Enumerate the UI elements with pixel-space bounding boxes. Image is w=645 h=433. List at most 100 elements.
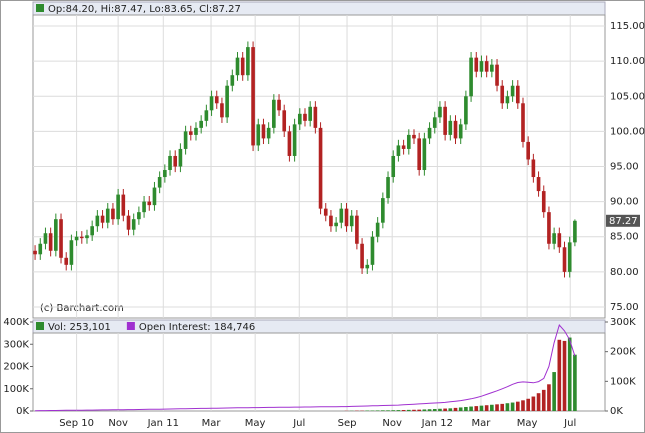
- y-tick-label: 90.00: [610, 197, 639, 208]
- y-tick-label: 400K: [3, 317, 29, 328]
- candle-body: [126, 215, 131, 230]
- candle-body: [194, 127, 198, 135]
- candle-body: [131, 219, 136, 230]
- candle-body: [567, 242, 572, 272]
- candle-body: [422, 138, 427, 171]
- candle-body: [292, 124, 297, 156]
- candle-body: [272, 99, 276, 128]
- candle-body: [365, 264, 370, 269]
- volume-bar: [536, 393, 541, 411]
- candle-body: [137, 212, 141, 220]
- volume-bar: [417, 409, 421, 411]
- volume-bar: [469, 406, 473, 411]
- candle-body: [500, 85, 505, 104]
- x-tick-label: Jan 12: [421, 418, 453, 429]
- volume-bar: [521, 400, 525, 411]
- candle-body: [90, 226, 94, 236]
- y-tick-label: 75.00: [610, 302, 639, 313]
- y-tick-label: 95.00: [610, 162, 639, 173]
- x-tick-label: May: [245, 418, 266, 429]
- candle-body: [505, 96, 510, 104]
- candle-body: [427, 127, 432, 139]
- candle-body: [79, 236, 84, 239]
- volume-bar: [474, 406, 479, 411]
- candle-body: [48, 233, 53, 251]
- x-tick-label: Jul: [292, 418, 305, 429]
- x-tick-label: Sep 10: [59, 418, 94, 429]
- candle-body: [515, 85, 520, 104]
- candle-body: [121, 194, 126, 216]
- candle-body: [406, 134, 411, 149]
- volume-bar: [375, 410, 380, 411]
- candle-body: [183, 131, 188, 149]
- y-tick-label: 100K: [3, 384, 29, 395]
- candle-body: [220, 103, 224, 118]
- candle-body: [168, 155, 172, 171]
- candle-body: [557, 233, 562, 248]
- candle-body: [69, 240, 74, 265]
- volume-bar: [484, 405, 489, 411]
- candle-body: [188, 131, 193, 135]
- volume-bar: [531, 396, 536, 411]
- candle-body: [33, 250, 37, 255]
- volume-bar: [490, 404, 494, 411]
- candle-body: [308, 106, 312, 121]
- price-legend: Op:84.20, Hi:87.47, Lo:83.65, Cl:87.27: [48, 4, 241, 15]
- candle-body: [178, 148, 183, 167]
- x-tick-label: Sep: [338, 418, 357, 429]
- candle-body: [510, 85, 515, 97]
- candle-body: [541, 191, 546, 213]
- candle-body: [251, 47, 255, 146]
- candle-body: [225, 85, 229, 118]
- candle-body: [230, 75, 235, 86]
- candle-body: [214, 96, 219, 104]
- candle-body: [438, 106, 442, 118]
- candle-body: [74, 236, 79, 241]
- candle-body: [303, 113, 307, 121]
- legend-swatch: [36, 322, 44, 330]
- candle-body: [432, 117, 437, 128]
- candle-body: [469, 57, 473, 97]
- volume-bar: [562, 340, 567, 411]
- candle-body: [479, 61, 484, 72]
- volume-bar: [567, 337, 572, 411]
- candle-body: [313, 106, 318, 128]
- volume-bar: [505, 403, 510, 411]
- volume-bar: [396, 410, 401, 411]
- candle-body: [349, 215, 354, 227]
- candle-body: [443, 106, 447, 135]
- candle-body: [282, 110, 287, 132]
- legend-strip: [32, 319, 606, 334]
- candle-body: [266, 127, 271, 139]
- candle-body: [157, 177, 162, 188]
- legend-label: Open Interest: 184,746: [139, 322, 255, 333]
- x-tick-label: Mar: [472, 418, 492, 429]
- candle-body: [95, 215, 100, 227]
- candle-body: [100, 215, 105, 223]
- volume-bar: [495, 404, 499, 411]
- y-tick-label: 200K: [3, 362, 29, 373]
- volume-bar: [573, 354, 577, 411]
- candle-body: [573, 220, 577, 243]
- candle-body: [105, 208, 110, 223]
- x-tick-label: Nov: [382, 418, 402, 429]
- legend-label: Vol: 253,101: [48, 322, 111, 333]
- candle-body: [547, 212, 551, 244]
- volume-bar: [427, 409, 432, 411]
- x-tick-label: Jan 11: [147, 418, 179, 429]
- candle-body: [277, 99, 281, 111]
- candle-body: [386, 177, 390, 199]
- candle-body: [344, 208, 349, 227]
- candle-body: [495, 64, 499, 86]
- candle-body: [552, 233, 556, 244]
- volume-panel: [32, 332, 606, 412]
- candle-body: [204, 110, 209, 121]
- open-interest-line: [35, 323, 576, 412]
- volume-bar: [526, 398, 530, 411]
- candle-body: [111, 208, 115, 220]
- candle-body: [116, 194, 120, 220]
- y-tick-label: 0K: [16, 406, 29, 417]
- candle-body: [490, 64, 494, 72]
- y2-tick-label: 0K: [610, 406, 623, 417]
- y-tick-label: 80.00: [610, 267, 639, 278]
